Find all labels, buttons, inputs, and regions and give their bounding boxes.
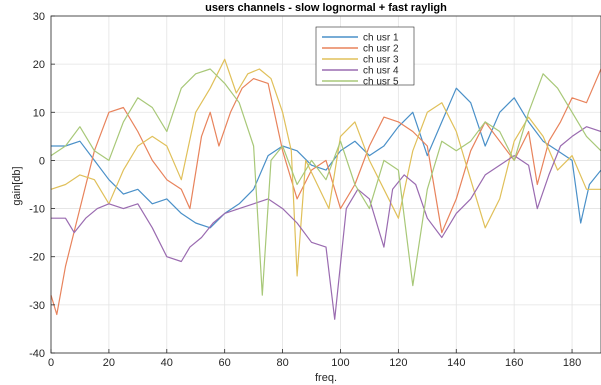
x-tick-label: 100: [331, 357, 349, 369]
y-tick-label: 20: [33, 59, 45, 71]
legend-label-usr-1: ch usr 1: [363, 33, 399, 44]
y-tick-label: -30: [29, 300, 45, 312]
series-line-usr-5: [50, 68, 601, 296]
legend-label-usr-4: ch usr 4: [363, 66, 399, 77]
y-tick-label: 30: [33, 11, 45, 23]
series-line-usr-4: [51, 126, 601, 320]
x-tick-label: 0: [48, 357, 54, 369]
y-tick-label: -20: [29, 252, 45, 264]
chart-title: users channels - slow lognormal + fast r…: [205, 2, 447, 14]
axis-ticks: 0 20 40 60 80 100 120 140 160 180 -40 -30 -20 -10 0 10 2…: [29, 11, 581, 369]
y-tick-label: -10: [29, 204, 45, 216]
y-tick-label: 0: [39, 155, 45, 167]
legend-label-usr-2: ch usr 2: [363, 44, 399, 55]
legend-label-usr-3: ch usr 3: [363, 55, 399, 66]
series-group: [50, 58, 601, 320]
x-tick-label: 120: [389, 357, 407, 369]
x-tick-label: 60: [219, 357, 231, 369]
x-tick-label: 140: [447, 357, 465, 369]
legend: ch usr 1ch usr 2ch usr 3ch usr 4ch usr 5: [315, 26, 415, 88]
y-tick-label: -40: [29, 348, 45, 360]
legend-label-usr-5: ch usr 5: [363, 77, 399, 88]
x-tick-label: 40: [161, 357, 173, 369]
series-line-usr-3: [50, 58, 601, 277]
y-tick-label: 10: [33, 107, 45, 119]
x-tick-label: 20: [103, 357, 115, 369]
plot-frame: [50, 15, 601, 354]
x-axis-label: freq.: [315, 372, 337, 384]
x-tick-label: 180: [563, 357, 581, 369]
x-tick-label: 80: [276, 357, 288, 369]
y-axis-label: gain[db]: [11, 166, 23, 205]
x-tick-label: 160: [505, 357, 523, 369]
